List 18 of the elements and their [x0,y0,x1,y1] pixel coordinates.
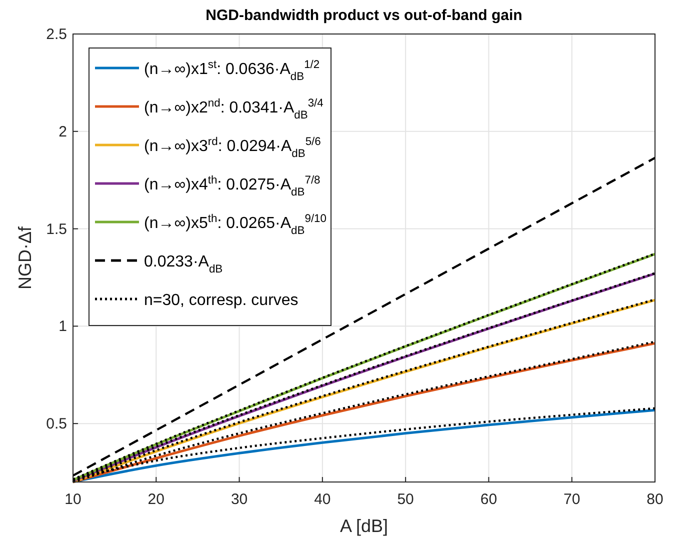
y-tick-label: 2.5 [46,26,67,43]
y-tick-label: 1 [58,318,67,336]
x-tick-label: 40 [314,491,331,508]
x-tick-label: 60 [480,491,498,508]
x-tick-label: 80 [646,491,664,508]
x-tick-label: 50 [397,491,414,508]
y-tick-label: 1.5 [46,220,67,238]
legend-label: 0.0233·A$_{dB}$ [144,254,223,276]
y-axis-title: NGD·Δf [15,226,35,290]
y-tick-label: 2 [58,123,67,140]
x-tick-label: 30 [230,491,248,508]
x-tick-label: 10 [64,491,82,508]
y-tick-label: 0.5 [46,416,67,433]
x-axis-title: A [dB] [340,516,388,536]
legend-label: n=30, corresp. curves [144,292,298,309]
chart-title: NGD-bandwidth product vs out-of-band gain [206,7,522,24]
x-tick-label: 70 [564,491,580,508]
x-tick-label: 20 [148,491,164,508]
